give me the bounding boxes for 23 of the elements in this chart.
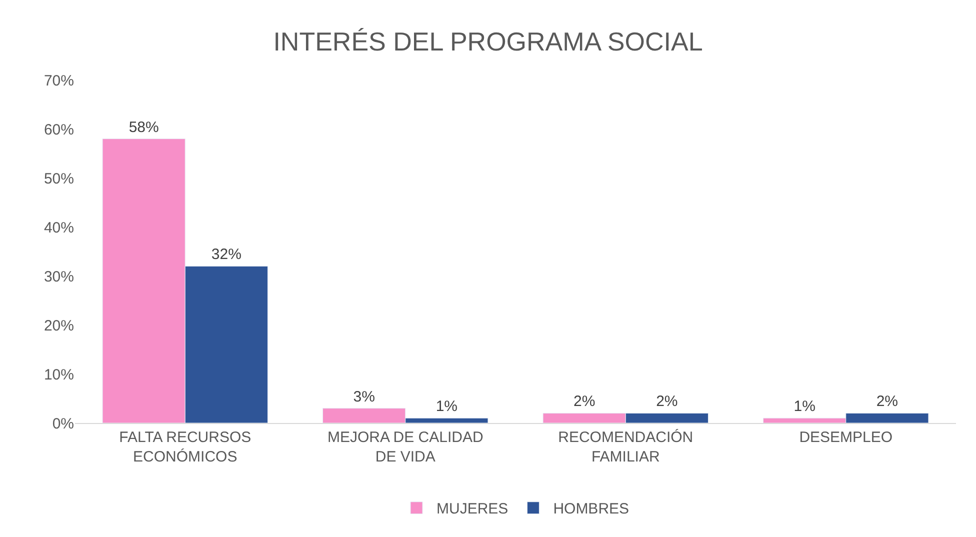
data-label: 1% [436,398,458,416]
data-label: 3% [353,388,375,406]
y-tick-label: 10% [44,366,74,384]
y-tick-label: 0% [52,415,74,432]
legend-label: MUJERES [436,500,508,518]
data-label: 2% [573,393,596,410]
y-tick-label: 60% [44,121,74,138]
legend-label: HOMBRES [553,500,630,518]
x-tick-label: DESEMPLEO [799,429,893,446]
y-tick-label: 40% [44,219,74,236]
y-tick-label: 50% [44,170,74,188]
data-label: 58% [128,118,159,136]
data-label: 2% [656,393,678,410]
y-tick-label: 70% [44,72,74,90]
x-tick-label: MEJORA DE CALIDAD DE VIDA [327,429,484,466]
data-label: 2% [876,393,898,410]
data-label: 32% [211,246,242,264]
chart-title: INTERÉS DEL PROGRAMA SOCIAL [273,26,703,56]
x-tick-label: RECOMENDACIÓN FAMILIAR [558,428,694,466]
y-tick-label: 20% [44,317,74,334]
x-tick-label: FALTA RECURSOS ECONÓMICOS [119,429,252,466]
y-tick-label: 30% [44,268,74,286]
data-label: 1% [794,398,816,416]
